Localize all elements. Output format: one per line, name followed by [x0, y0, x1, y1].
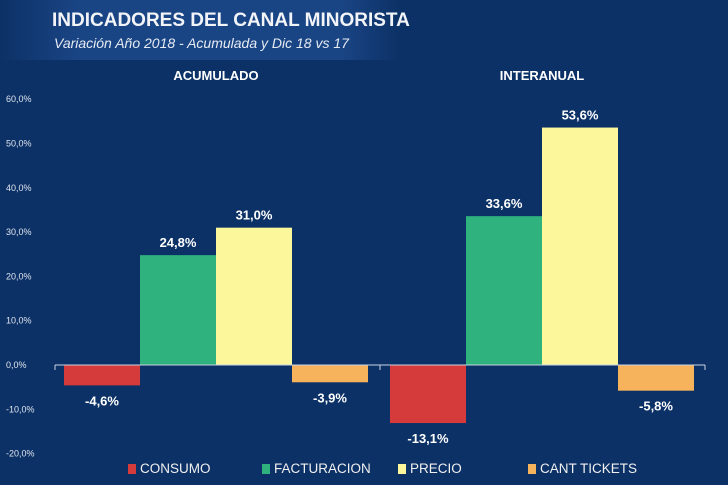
data-label: 33,6%: [486, 196, 523, 211]
data-label: -4,6%: [85, 393, 119, 408]
bar-consumo: [390, 365, 466, 424]
legend-label: PRECIO: [410, 461, 462, 476]
data-label: -13,1%: [407, 431, 449, 446]
bar-cant-tickets: [292, 365, 368, 383]
bar-precio: [216, 227, 292, 365]
y-tick-label: 10,0%: [6, 316, 32, 326]
legend-label: FACTURACION: [274, 461, 371, 476]
legend-item-precio: PRECIO: [398, 461, 462, 476]
y-tick-label: 30,0%: [6, 227, 32, 237]
category-label: ACUMULADO: [173, 68, 258, 83]
y-tick-label: -10,0%: [6, 404, 35, 414]
bar-cant-tickets: [618, 365, 694, 391]
y-tick-label: 0,0%: [6, 360, 27, 370]
category-label: INTERANUAL: [500, 68, 585, 83]
y-tick-label: 40,0%: [6, 183, 32, 193]
chart-subtitle: Variación Año 2018 - Acumulada y Dic 18 …: [54, 35, 349, 51]
legend-label: CANT TICKETS: [540, 461, 638, 476]
data-label: 24,8%: [160, 235, 197, 250]
legend-item-consumo: CONSUMO: [128, 461, 211, 476]
bar-consumo: [64, 365, 140, 386]
bar-facturacion: [140, 255, 216, 365]
y-tick-label: 20,0%: [6, 271, 32, 281]
legend-swatch: [528, 463, 536, 474]
legend-swatch: [128, 463, 136, 474]
legend-swatch: [398, 463, 406, 474]
legend-swatch: [262, 463, 270, 474]
y-tick-label: 50,0%: [6, 139, 32, 149]
y-tick-label: 60,0%: [6, 94, 32, 104]
data-label: -3,9%: [313, 390, 347, 405]
data-label: -5,8%: [639, 399, 673, 414]
y-tick-label: -20,0%: [6, 449, 35, 459]
chart-title: INDICADORES DEL CANAL MINORISTA: [52, 10, 410, 31]
bar-facturacion: [466, 216, 542, 365]
title-band: [0, 0, 400, 60]
legend: CONSUMO FACTURACION PRECIO CANT TICKETS: [0, 461, 728, 481]
legend-label: CONSUMO: [140, 461, 211, 476]
bar-precio: [542, 127, 618, 365]
data-label: 53,6%: [562, 108, 599, 123]
data-label: 31,0%: [236, 208, 273, 223]
legend-item-facturacion: FACTURACION: [262, 461, 371, 476]
legend-item-cant-tickets: CANT TICKETS: [528, 461, 637, 476]
